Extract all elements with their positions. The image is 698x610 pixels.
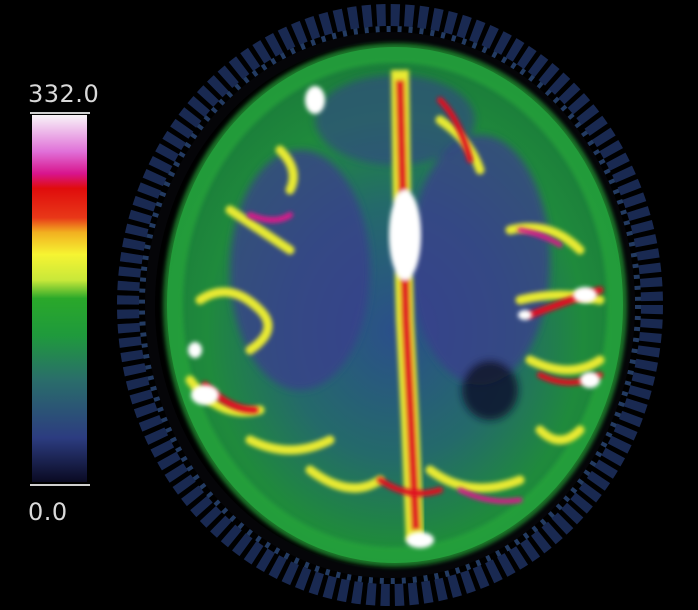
colorbar-bottom-tick — [30, 484, 90, 486]
colorbar-min-label: 0.0 — [28, 498, 68, 526]
high-flow-spots — [188, 86, 600, 548]
colorbar — [32, 115, 87, 482]
midline — [389, 69, 424, 541]
scalp-ring — [117, 4, 663, 606]
colorbar-max-label: 332.0 — [28, 80, 100, 108]
cortex-rim — [163, 43, 627, 567]
colorbar-top-tick — [30, 112, 90, 114]
